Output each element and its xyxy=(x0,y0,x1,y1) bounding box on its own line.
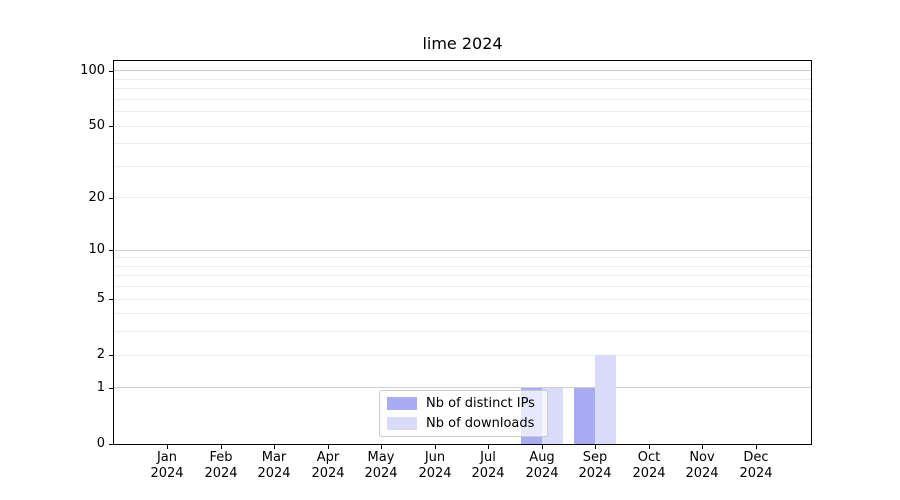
y-gridline-minor xyxy=(114,99,811,100)
x-tick-mark xyxy=(542,445,543,449)
y-gridline-minor xyxy=(114,257,811,258)
x-tick-month: Sep xyxy=(582,450,608,465)
y-tick-label: 1 xyxy=(96,380,105,395)
x-tick-mark xyxy=(381,445,382,449)
x-tick-mark xyxy=(221,445,222,449)
x-tick-year: 2024 xyxy=(578,466,612,481)
y-gridline-major xyxy=(114,387,811,388)
y-tick-label: 20 xyxy=(88,190,105,205)
y-gridline-major xyxy=(114,70,811,71)
y-gridline-minor xyxy=(114,275,811,276)
bar-nb-of-distinct-ips-sep xyxy=(574,388,595,444)
y-gridline-minor xyxy=(114,266,811,267)
x-tick-mark xyxy=(328,445,329,449)
x-tick-mark xyxy=(756,445,757,449)
y-tick-label: 2 xyxy=(96,347,105,362)
x-tick-mark xyxy=(595,445,596,449)
x-tick-label: May 2024 xyxy=(349,450,413,482)
y-gridline-minor xyxy=(114,166,811,167)
y-gridline-minor xyxy=(114,79,811,80)
x-tick-year: 2024 xyxy=(364,466,398,481)
y-tick-mark xyxy=(109,355,114,356)
x-tick-label: Sep 2024 xyxy=(563,450,627,482)
y-gridline-minor xyxy=(114,126,811,127)
x-tick-year: 2024 xyxy=(632,466,666,481)
x-tick-mark xyxy=(649,445,650,449)
legend-item-distinct-ips: Nb of distinct IPs xyxy=(387,395,547,412)
x-tick-label: Aug 2024 xyxy=(510,450,574,482)
x-tick-year: 2024 xyxy=(739,466,773,481)
y-tick-label: 0 xyxy=(96,436,105,451)
x-tick-month: Nov xyxy=(689,450,715,465)
x-tick-month: Oct xyxy=(637,450,661,465)
y-gridline-minor xyxy=(114,197,811,198)
x-tick-mark xyxy=(167,445,168,449)
x-tick-month: Jun xyxy=(424,450,446,465)
y-tick-mark xyxy=(109,299,114,300)
y-gridline-minor xyxy=(114,313,811,314)
x-tick-mark xyxy=(435,445,436,449)
y-gridline-major xyxy=(114,250,811,251)
y-tick-mark xyxy=(109,250,114,251)
y-gridline-minor xyxy=(114,299,811,300)
legend-swatch-downloads xyxy=(387,417,417,430)
x-tick-year: 2024 xyxy=(525,466,559,481)
y-tick-mark xyxy=(109,444,114,445)
x-tick-label: Jul 2024 xyxy=(456,450,520,482)
y-gridline-minor xyxy=(114,355,811,356)
chart-title: lime 2024 xyxy=(422,34,503,53)
y-tick-label: 10 xyxy=(88,242,105,257)
x-tick-month: Feb xyxy=(209,450,233,465)
y-gridline-minor xyxy=(114,111,811,112)
x-tick-year: 2024 xyxy=(471,466,505,481)
y-gridline-minor xyxy=(114,143,811,144)
y-tick-label: 5 xyxy=(96,291,105,306)
y-tick-label: 50 xyxy=(88,118,105,133)
legend-item-downloads: Nb of downloads xyxy=(387,415,547,432)
x-tick-label: Apr 2024 xyxy=(296,450,360,482)
x-tick-month: Mar xyxy=(261,450,287,465)
y-gridline-minor xyxy=(114,286,811,287)
x-tick-month: Dec xyxy=(743,450,769,465)
x-tick-month: Aug xyxy=(529,450,555,465)
x-tick-year: 2024 xyxy=(204,466,238,481)
x-tick-month: Jul xyxy=(480,450,496,465)
x-tick-month: May xyxy=(367,450,395,465)
x-tick-year: 2024 xyxy=(418,466,452,481)
x-tick-mark xyxy=(702,445,703,449)
x-tick-year: 2024 xyxy=(311,466,345,481)
bar-nb-of-downloads-sep xyxy=(595,355,616,444)
x-tick-month: Jan xyxy=(156,450,178,465)
y-gridline-minor xyxy=(114,331,811,332)
x-tick-label: Mar 2024 xyxy=(242,450,306,482)
y-tick-mark xyxy=(109,388,114,389)
x-tick-mark xyxy=(274,445,275,449)
legend-swatch-distinct-ips xyxy=(387,397,417,410)
y-tick-mark xyxy=(109,126,114,127)
x-tick-year: 2024 xyxy=(685,466,719,481)
x-tick-label: Jun 2024 xyxy=(403,450,467,482)
y-tick-mark xyxy=(109,71,114,72)
legend: Nb of distinct IPs Nb of downloads xyxy=(379,390,548,437)
y-tick-mark xyxy=(109,198,114,199)
x-tick-mark xyxy=(488,445,489,449)
x-tick-label: Nov 2024 xyxy=(670,450,734,482)
x-tick-month: Apr xyxy=(316,450,340,465)
y-gridline-minor xyxy=(114,88,811,89)
x-tick-label: Feb 2024 xyxy=(189,450,253,482)
x-tick-year: 2024 xyxy=(150,466,184,481)
legend-label-distinct-ips: Nb of distinct IPs xyxy=(426,396,535,411)
y-tick-label: 100 xyxy=(80,63,105,78)
x-tick-year: 2024 xyxy=(257,466,291,481)
x-tick-label: Dec 2024 xyxy=(724,450,788,482)
x-tick-label: Jan 2024 xyxy=(135,450,199,482)
legend-label-downloads: Nb of downloads xyxy=(426,416,535,431)
x-tick-label: Oct 2024 xyxy=(617,450,681,482)
